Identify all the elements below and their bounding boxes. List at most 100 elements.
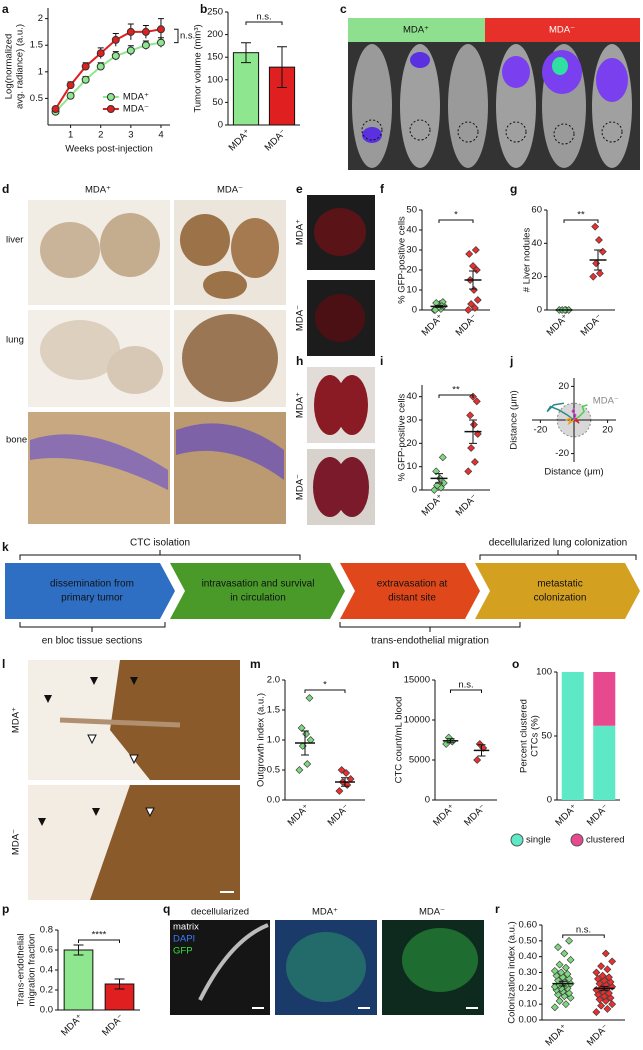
- data-point: [303, 760, 312, 768]
- y-tick-label: 0.4: [40, 965, 53, 976]
- panel-letter: h: [296, 354, 303, 368]
- organ-label: MDA⁻: [295, 305, 306, 331]
- x-tick-label: 1: [68, 130, 73, 141]
- track: [546, 402, 575, 421]
- organ-label: MDA⁺: [295, 392, 306, 418]
- data-point: [608, 957, 617, 966]
- data-point: [595, 269, 604, 278]
- y-tick-label: 0.50: [519, 935, 538, 946]
- data-point: [592, 1008, 601, 1017]
- x-tick-label: MDA⁻: [263, 127, 289, 153]
- data-point: [554, 943, 562, 952]
- data-point: [433, 481, 442, 490]
- x-tick-label: MDA⁺: [431, 802, 457, 828]
- sem-bar: [600, 985, 609, 991]
- y-tick-label: 5000: [409, 755, 430, 766]
- channel-legend: GFP: [173, 946, 193, 957]
- data-point: [342, 769, 351, 777]
- y-tick-label: 0.6: [40, 945, 53, 956]
- y-axis-label: % GFP-positive cells: [397, 216, 408, 304]
- significance-label: *: [323, 680, 327, 691]
- panel-letter: d: [2, 182, 9, 196]
- data-point: [550, 966, 559, 975]
- sem-bar: [469, 270, 477, 290]
- x-tick-label: 2: [98, 130, 103, 141]
- y-tick-label: 40: [531, 238, 542, 249]
- data-point: [297, 724, 306, 732]
- y-tick-label: 10000: [404, 715, 430, 726]
- legend-marker: [510, 833, 524, 847]
- y-tick-label: 0.8: [40, 925, 53, 936]
- step-label: intravasation and survival: [202, 579, 315, 590]
- data-point: [470, 286, 478, 294]
- point: [156, 38, 165, 47]
- y-tick-label: 0: [547, 795, 552, 806]
- legend-marker: [570, 833, 584, 847]
- panel-letter: e: [296, 182, 303, 196]
- bar-segment: [593, 725, 616, 800]
- fluorescence-image: [170, 920, 484, 1015]
- row-label: lung: [6, 335, 24, 346]
- data-point: [472, 397, 481, 406]
- y-axis-label: CTCs (%): [530, 715, 541, 757]
- data-point: [603, 965, 612, 974]
- error-bar: [241, 42, 251, 64]
- data-point: [439, 479, 448, 487]
- x-tick-label: MDA⁻: [579, 312, 605, 338]
- y-axis-label: avg. radiance) (a.u.): [15, 24, 26, 109]
- data-point: [438, 453, 447, 462]
- y-tick-label: 0.5: [267, 765, 280, 776]
- point: [111, 51, 120, 60]
- data-point: [295, 766, 304, 774]
- x-tick-label: MDA⁺: [286, 802, 312, 828]
- data-point: [305, 694, 314, 702]
- data-point: [470, 420, 478, 429]
- step-label: primary tumor: [61, 593, 123, 604]
- x-tick-label: 4: [158, 130, 163, 141]
- y-tick-label: 15000: [404, 675, 430, 686]
- y-axis-label: Colonization index (a.u.): [507, 921, 518, 1023]
- y-tick-label: 20: [558, 381, 569, 392]
- data-point: [598, 971, 607, 980]
- significance-bracket: [78, 939, 120, 943]
- legend-label: MDA⁻: [123, 104, 149, 115]
- data-point: [470, 458, 479, 466]
- track: [573, 417, 580, 424]
- data-point: [464, 306, 473, 314]
- sem-bar: [301, 730, 309, 756]
- data-point: [473, 296, 482, 304]
- tissue-image: [28, 200, 286, 524]
- point: [126, 46, 135, 55]
- point: [66, 91, 75, 100]
- y-axis-label: Trans-endothelial: [16, 933, 27, 1006]
- data-point: [598, 247, 607, 256]
- y-tick-label: -20: [555, 448, 569, 459]
- sem-bar: [469, 419, 477, 444]
- step-label: metastatic: [537, 579, 583, 590]
- x-tick-label: MDA⁺: [227, 127, 253, 153]
- organ-image: [307, 195, 375, 525]
- point: [156, 25, 165, 34]
- data-point: [467, 444, 476, 452]
- data-point: [550, 1003, 559, 1012]
- data-point: [471, 246, 480, 254]
- panel-letter: m: [250, 657, 261, 671]
- y-tick-label: 0.20: [519, 983, 538, 994]
- histology-image: [28, 660, 240, 900]
- data-point: [597, 1001, 606, 1010]
- data-point: [595, 236, 603, 244]
- mouse-image: [348, 42, 640, 170]
- x-axis-label: Distance (μm): [544, 467, 603, 478]
- x-tick-label: MDA⁺: [543, 1022, 569, 1048]
- group-label: MDA⁻: [549, 25, 575, 36]
- panel-letter: n: [392, 657, 399, 671]
- channel-legend: matrix: [173, 922, 199, 933]
- significance-label: **: [452, 385, 460, 396]
- y-tick-label: 50: [212, 97, 223, 108]
- panel-letter: i: [380, 354, 383, 368]
- y-tick-label: 50: [541, 731, 552, 742]
- data-point: [594, 974, 602, 983]
- legend-label: single: [526, 835, 551, 846]
